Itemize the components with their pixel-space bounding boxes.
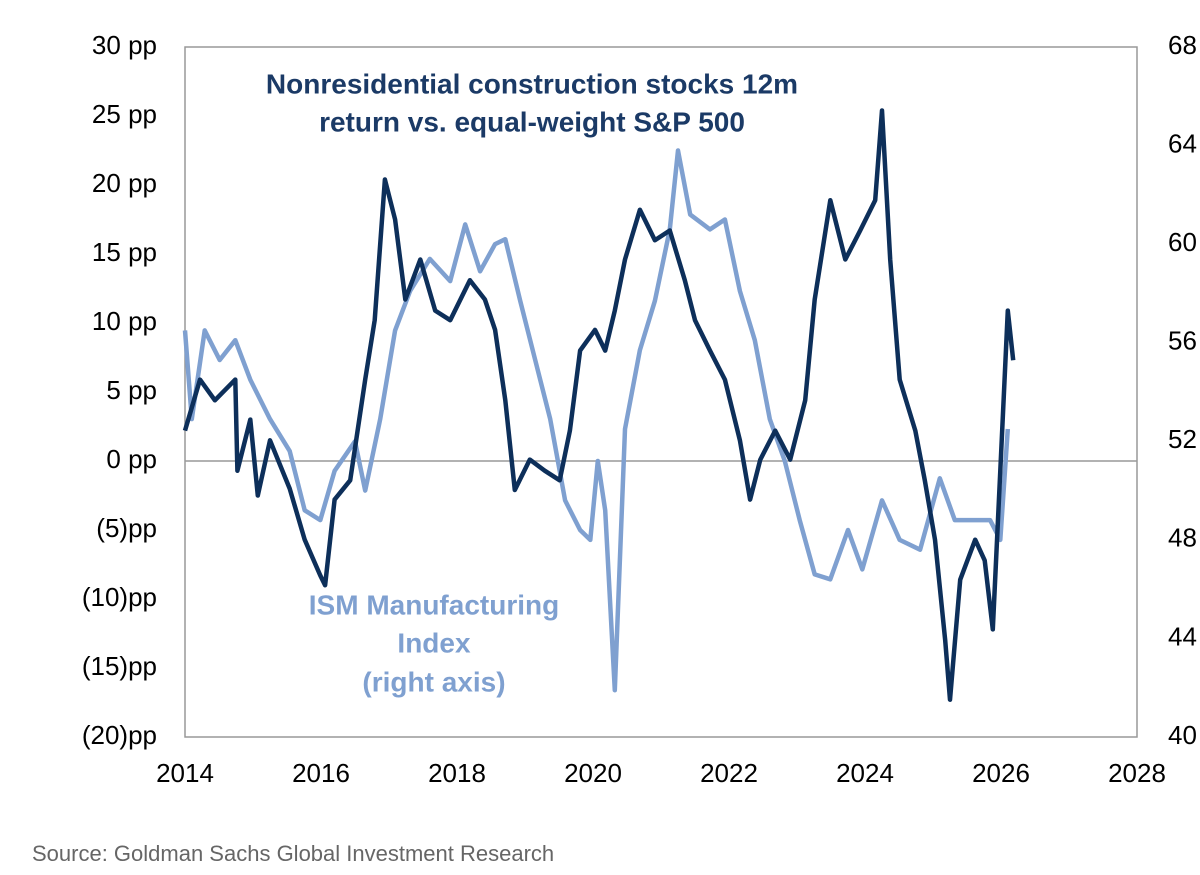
y-tick-label: (20)pp bbox=[82, 720, 157, 750]
y2-tick-label: 52 bbox=[1168, 424, 1197, 454]
y-tick-label: 30 pp bbox=[92, 30, 157, 60]
x-tick-label: 2020 bbox=[564, 758, 622, 788]
x-tick-label: 2028 bbox=[1108, 758, 1166, 788]
y2-tick-label: 40 bbox=[1168, 720, 1197, 750]
x-tick-label: 2024 bbox=[836, 758, 894, 788]
y-tick-label: (15)pp bbox=[82, 651, 157, 681]
plot-frame bbox=[184, 46, 1138, 738]
y-tick-label: 20 pp bbox=[92, 168, 157, 198]
y-tick-label: (10)pp bbox=[82, 582, 157, 612]
y2-tick-label: 48 bbox=[1168, 523, 1197, 553]
x-tick-label: 2018 bbox=[428, 758, 486, 788]
annotation: (right axis) bbox=[362, 666, 505, 697]
y-tick-label: 10 pp bbox=[92, 306, 157, 336]
series-line bbox=[182, 108, 1016, 702]
annotation: Index bbox=[397, 627, 471, 658]
annotation: ISM Manufacturing bbox=[309, 589, 559, 620]
y-tick-label: 5 pp bbox=[106, 375, 157, 405]
source-note: Source: Goldman Sachs Global Investment … bbox=[32, 841, 554, 866]
y2-tick-label: 44 bbox=[1168, 621, 1197, 651]
y-tick-label: 25 pp bbox=[92, 99, 157, 129]
x-tick-label: 2026 bbox=[972, 758, 1030, 788]
y2-tick-label: 68 bbox=[1168, 30, 1197, 60]
x-tick-label: 2014 bbox=[156, 758, 214, 788]
series-line bbox=[182, 148, 1011, 693]
chart-title: return vs. equal-weight S&P 500 bbox=[319, 106, 745, 137]
y-tick-label: 15 pp bbox=[92, 237, 157, 267]
y2-tick-label: 60 bbox=[1168, 227, 1197, 257]
y2-tick-label: 64 bbox=[1168, 128, 1197, 158]
y-tick-label: 0 pp bbox=[106, 444, 157, 474]
x-tick-label: 2016 bbox=[292, 758, 350, 788]
x-tick-label: 2022 bbox=[700, 758, 758, 788]
y-tick-label: (5)pp bbox=[96, 513, 157, 543]
chart-title: Nonresidential construction stocks 12m bbox=[266, 68, 798, 99]
y2-tick-label: 56 bbox=[1168, 326, 1197, 356]
